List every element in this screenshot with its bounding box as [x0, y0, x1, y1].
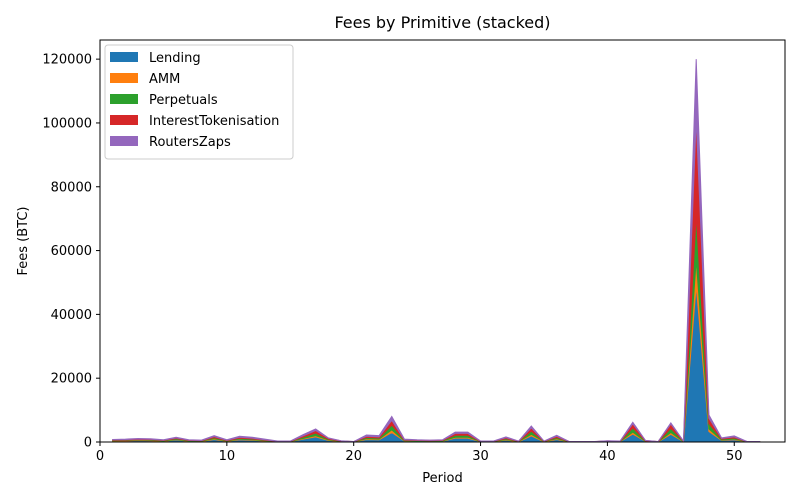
legend: Lending AMM Perpetuals InterestTokenisation…	[104, 44, 294, 160]
y-tick-label: 40000	[51, 308, 92, 323]
legend-swatch	[110, 115, 138, 125]
legend-label: AMM	[149, 72, 180, 87]
plot-frame	[99, 39, 786, 443]
y-tick-label: 0	[84, 436, 92, 451]
legend-label: Lending	[149, 51, 201, 66]
x-tick-label: 40	[599, 449, 616, 464]
x-tick-label: 10	[219, 449, 236, 464]
y-tick-label: 80000	[51, 180, 92, 195]
chart-title: Fees by Primitive (stacked)	[334, 13, 550, 32]
legend-label: Perpetuals	[149, 93, 218, 108]
x-axis: 0 10 20 30 40 50	[96, 442, 743, 464]
x-tick-label: 50	[726, 449, 743, 464]
x-tick-label: 0	[96, 449, 104, 464]
y-tick-label: 120000	[42, 53, 92, 68]
legend-label: RoutersZaps	[149, 135, 231, 150]
legend-swatch	[110, 94, 138, 104]
y-tick-label: 100000	[42, 116, 92, 131]
y-tick-label: 20000	[51, 372, 92, 387]
legend-swatch	[110, 73, 138, 83]
legend-swatch	[110, 136, 138, 146]
x-axis-label: Period	[422, 471, 463, 486]
legend-label: InterestTokenisation	[149, 114, 279, 129]
x-tick-label: 20	[345, 449, 362, 464]
y-axis-label: Fees (BTC)	[16, 207, 31, 276]
legend-swatch	[110, 52, 138, 62]
y-tick-label: 60000	[51, 244, 92, 259]
y-axis: 0 20000 40000 60000 80000 100000 120000	[42, 53, 100, 451]
legend-frame	[104, 44, 294, 160]
x-tick-label: 30	[472, 449, 489, 464]
